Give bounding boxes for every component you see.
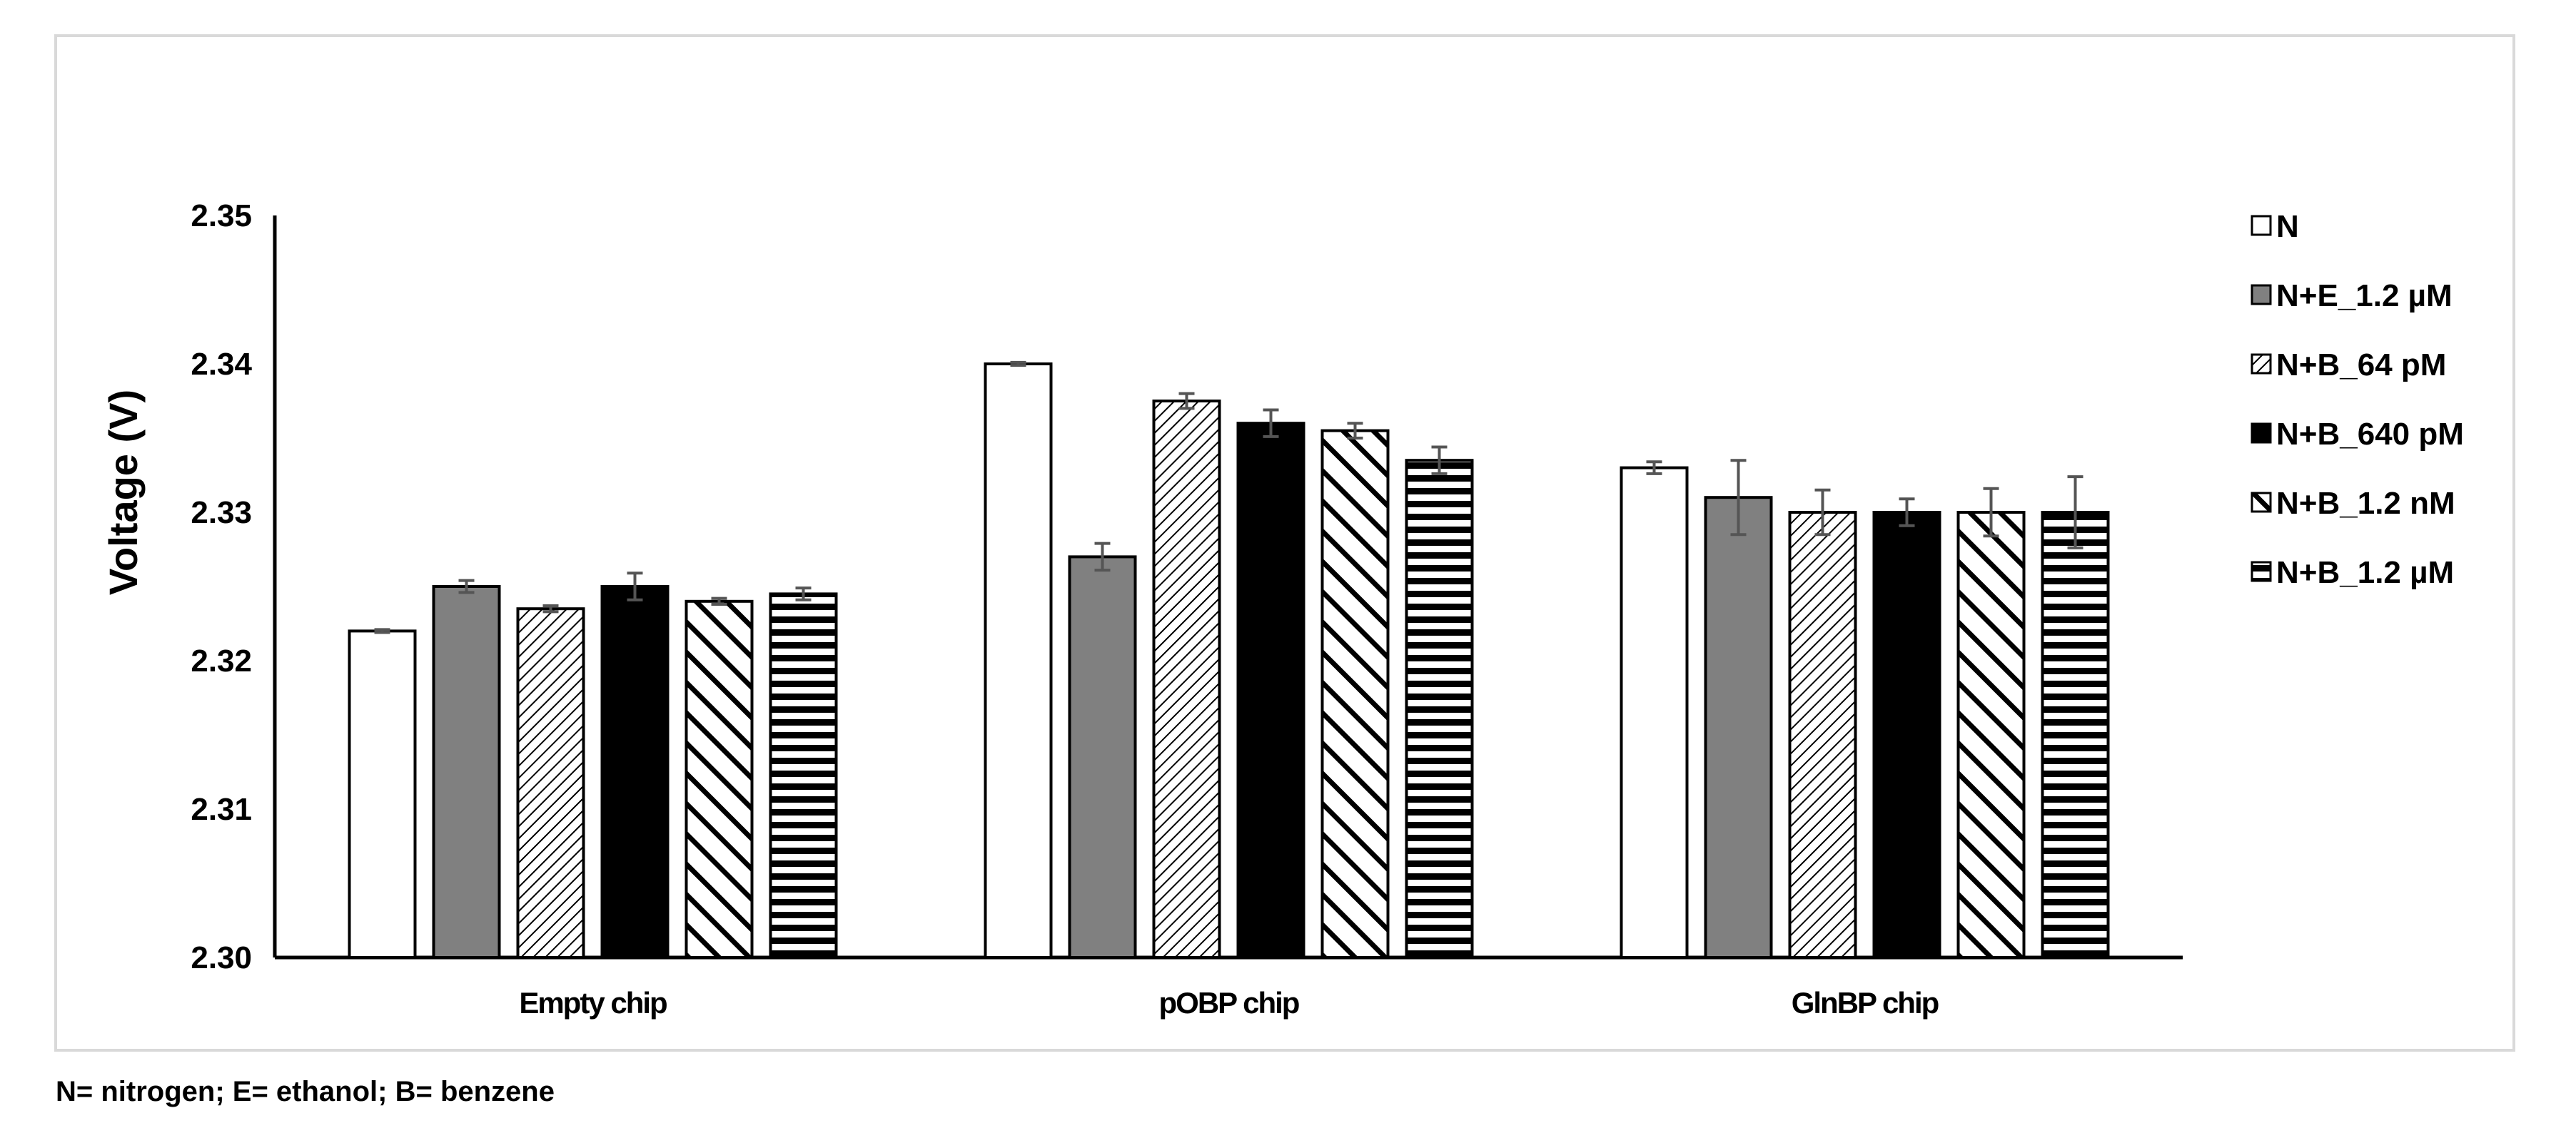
x-axis: Empty chip pOBP chip GlnBP chip bbox=[275, 955, 2183, 1020]
legend-label: N+B_1.2 nM bbox=[2276, 486, 2455, 521]
bar bbox=[1152, 400, 1221, 959]
bar bbox=[348, 629, 417, 960]
bar bbox=[1405, 459, 1474, 959]
legend-label: N bbox=[2276, 209, 2299, 244]
legend-swatch bbox=[2251, 284, 2272, 305]
bar bbox=[1236, 422, 1305, 959]
bar bbox=[600, 585, 670, 959]
bar bbox=[432, 585, 501, 959]
legend-label: N+B_640 pM bbox=[2276, 417, 2464, 452]
bar bbox=[1956, 511, 2026, 959]
y-tick-label: 2.33 bbox=[191, 495, 252, 530]
y-tick-label: 2.31 bbox=[191, 792, 252, 827]
bar bbox=[1068, 555, 1137, 959]
y-tick-label: 2.32 bbox=[191, 644, 252, 679]
bar bbox=[1620, 466, 1689, 959]
bar bbox=[1788, 511, 1857, 959]
y-tick-label: 2.34 bbox=[191, 347, 252, 382]
legend-swatch bbox=[2251, 353, 2272, 375]
bar bbox=[685, 599, 754, 959]
x-tick-label: pOBP chip bbox=[1159, 986, 1299, 1020]
legend-label: N+B_1.2 µM bbox=[2276, 555, 2454, 590]
legend-swatch bbox=[2251, 422, 2272, 444]
bar bbox=[769, 592, 838, 960]
y-tick-label: 2.30 bbox=[191, 940, 252, 975]
bar bbox=[1872, 511, 1941, 959]
bar bbox=[516, 607, 585, 959]
bar bbox=[1704, 496, 1773, 959]
legend: N N+E_1.2 µM N+B_64 pM N+B_640 pM N+B_1.2 nM… bbox=[2251, 209, 2464, 590]
legend-swatch bbox=[2251, 215, 2272, 236]
y-axis-title: Voltage (V) bbox=[101, 390, 146, 595]
x-tick-label: GlnBP chip bbox=[1792, 986, 1939, 1020]
legend-label: N+E_1.2 µM bbox=[2276, 278, 2453, 313]
legend-swatch bbox=[2251, 561, 2272, 582]
x-tick-label: Empty chip bbox=[519, 986, 667, 1020]
bars bbox=[348, 360, 2110, 960]
legend-swatch bbox=[2251, 492, 2272, 513]
bar bbox=[984, 362, 1053, 959]
legend-label: N+B_64 pM bbox=[2276, 347, 2446, 382]
footnote: N= nitrogen; E= ethanol; B= benzene bbox=[56, 1076, 555, 1107]
bar bbox=[1320, 429, 1390, 959]
y-tick-label: 2.35 bbox=[191, 198, 252, 233]
bar bbox=[2041, 511, 2110, 959]
y-axis: 2.30 2.31 2.32 2.33 2.34 2.35 bbox=[191, 198, 277, 975]
